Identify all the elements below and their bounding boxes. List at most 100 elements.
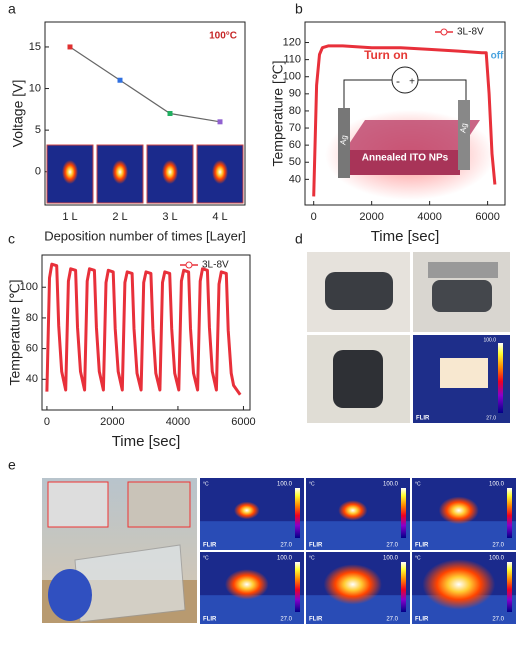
thermal-brand: FLIR — [203, 617, 217, 623]
thermal-unit: °C — [415, 555, 421, 561]
panel-label: e — [8, 457, 16, 473]
panel-label: a — [8, 1, 16, 17]
thermal-scale — [507, 488, 512, 538]
y-axis-label: Temperature [℃] — [270, 61, 286, 167]
thermal-unit: °C — [415, 481, 421, 487]
chart: 40 50 60 70 80 90 100 110 120 0 2000 4000 6000 Time [… — [270, 21, 506, 245]
data-line — [69, 46, 221, 123]
y-tick-label: 120 — [283, 36, 301, 48]
panel-label: d — [295, 231, 303, 247]
data-point — [167, 111, 173, 116]
y-tick-label: 0 — [35, 166, 41, 178]
x-axis-label: Deposition number of times [Layer] — [44, 228, 246, 243]
y-tick-label: 40 — [26, 373, 38, 385]
thermal-floor — [306, 521, 410, 550]
annotation: off — [491, 51, 504, 62]
y-tick-label: 5 — [35, 124, 41, 136]
thermal-scale — [295, 562, 300, 612]
data-line — [312, 44, 497, 197]
thermal-brand: FLIR — [415, 617, 429, 623]
x-axis-label: Time [sec] — [112, 433, 181, 450]
thermal-max: 100.0 — [489, 482, 505, 488]
annotation: 100°C — [209, 31, 237, 42]
inset-thermal — [146, 144, 194, 204]
data-point — [117, 77, 123, 83]
data-line — [45, 262, 242, 396]
chart: 0 5 10 15 1 L 2 L 3 L 4 L Deposition number of t… — [10, 21, 246, 243]
x-tick-label: 6000 — [231, 416, 255, 428]
annotation: - — [396, 74, 400, 88]
y-tick-label: 70 — [289, 122, 301, 134]
y-tick-label: 15 — [29, 41, 41, 53]
y-tick-label: 110 — [283, 54, 301, 66]
photo-car — [432, 280, 492, 312]
thermal-hot — [440, 358, 488, 388]
thermal-scale — [295, 488, 300, 538]
thermal-scale — [401, 562, 406, 612]
x-tick-label: 6000 — [475, 211, 499, 223]
legend-label: 3L-8V — [457, 27, 484, 38]
y-tick-label: 60 — [289, 139, 301, 151]
y-tick-label: 80 — [289, 105, 301, 117]
thermal-min: 27.0 — [492, 617, 504, 623]
x-tick-label: 4000 — [166, 416, 190, 428]
annotation: + — [409, 77, 415, 88]
y-tick-label: 100 — [20, 281, 38, 293]
thermal-min: 27.0 — [280, 543, 292, 549]
thermal-min: 27.0 — [280, 617, 292, 623]
annotation: Ag — [338, 134, 349, 145]
legend-marker — [185, 261, 193, 269]
inset-hot — [162, 160, 178, 184]
y-tick-label: 80 — [26, 312, 38, 324]
ito-film — [345, 120, 480, 150]
x-tick-label: 4000 — [417, 211, 441, 223]
thermal-brand: FLIR — [203, 543, 217, 549]
y-axis-label: Voltage [V] — [10, 80, 26, 148]
thermal-brand: FLIR — [309, 617, 323, 623]
thermal-floor — [200, 521, 304, 550]
y-tick-label: 100 — [283, 71, 301, 83]
photo-film — [428, 262, 498, 278]
x-tick-label: 2000 — [100, 416, 124, 428]
photo-car — [325, 272, 393, 310]
thermal-unit: °C — [203, 481, 209, 487]
y-tick-label: 90 — [289, 88, 301, 100]
thermal-max: 100.0 — [383, 482, 399, 488]
inset-hot — [112, 160, 128, 184]
y-tick-label: 50 — [289, 156, 301, 168]
x-tick-label: 2 L — [112, 211, 127, 223]
photo-glove — [48, 569, 92, 621]
thermal-hot — [224, 569, 269, 600]
x-tick-label: 0 — [44, 416, 50, 428]
thermal-brand: FLIR — [309, 543, 323, 549]
data-point — [67, 44, 73, 50]
plot-frame — [41, 254, 251, 411]
annotation: Turn on — [364, 48, 408, 62]
thermal-scale — [507, 562, 512, 612]
thermal-min: 27.0 — [386, 543, 398, 549]
chart: 40 60 80 100 0 2000 4000 6000 Time [sec] Temperat… — [7, 254, 256, 450]
x-tick-label: 2000 — [359, 211, 383, 223]
plot-frame — [304, 21, 506, 206]
plot-frame — [44, 21, 246, 206]
thermal-max: 100.0 — [483, 337, 496, 343]
x-tick-label: 1 L — [62, 211, 77, 223]
thermal-min: 27.0 — [492, 543, 504, 549]
thermal-unit: °C — [309, 481, 315, 487]
thermal-hot — [422, 559, 496, 610]
thermal-hot — [438, 496, 479, 525]
legend-label: 3L-8V — [202, 260, 229, 271]
thermal-min: 27.0 — [486, 415, 496, 421]
thermal-max: 100.0 — [383, 556, 399, 562]
x-tick-label: 3 L — [162, 211, 177, 223]
thermal-min: 27.0 — [386, 617, 398, 623]
panel-label: b — [295, 1, 303, 17]
legend-marker — [440, 28, 448, 36]
annotation: Annealed ITO NPs — [362, 153, 449, 164]
thermal-scale — [498, 343, 503, 413]
data-point — [217, 119, 223, 125]
thermal-max: 100.0 — [277, 556, 293, 562]
x-axis-label: Time [sec] — [371, 228, 440, 245]
thermal-floor — [200, 595, 304, 624]
